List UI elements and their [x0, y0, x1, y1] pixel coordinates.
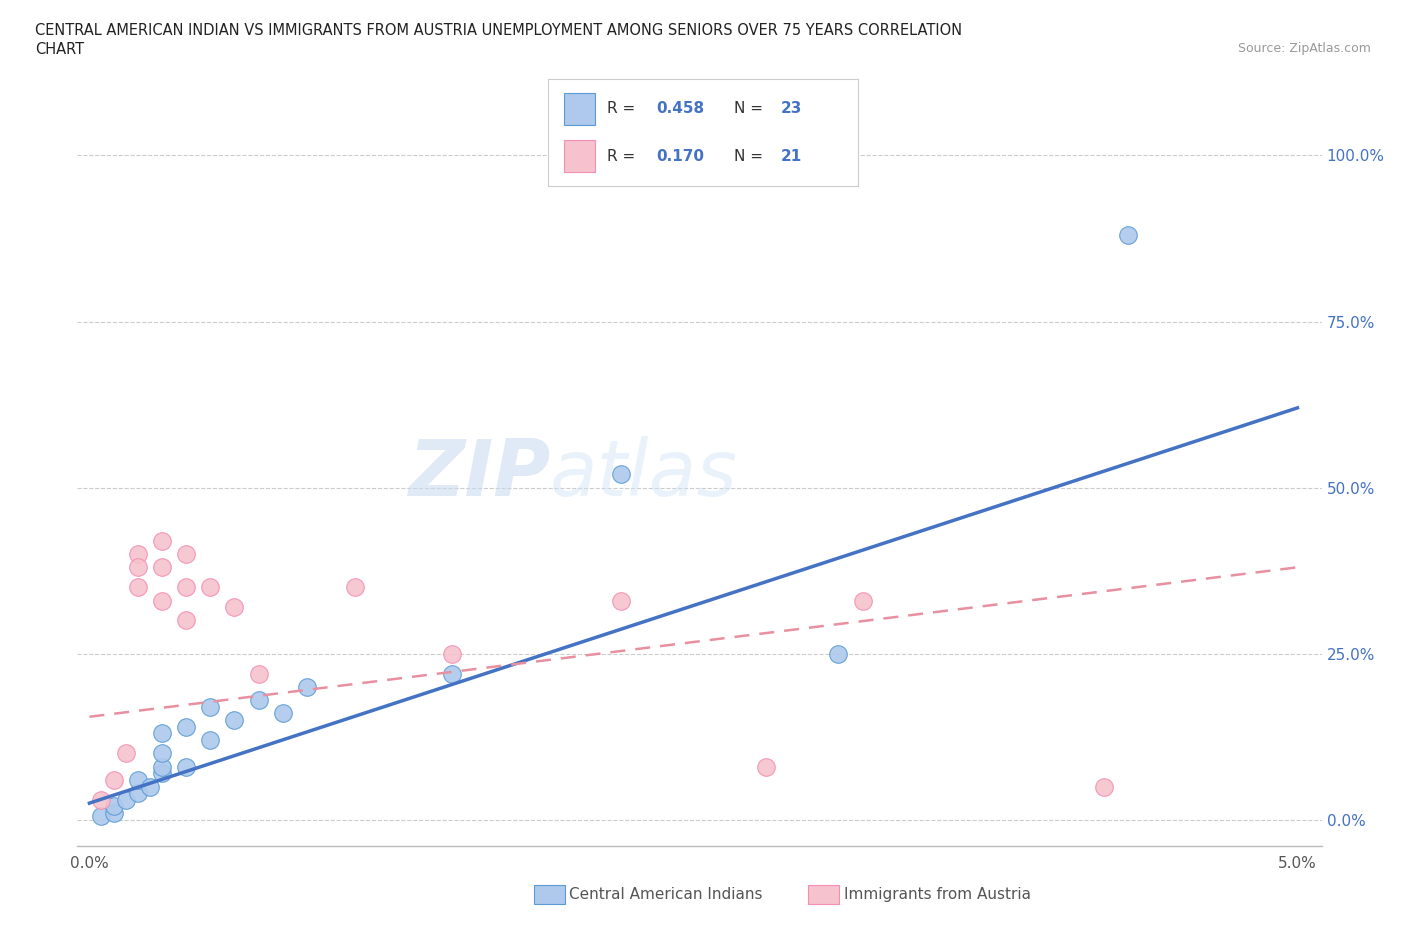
- Point: [103, 805, 125, 820]
- Point: [224, 600, 246, 615]
- Point: [755, 759, 778, 774]
- Text: Central American Indians: Central American Indians: [569, 887, 763, 902]
- Point: [440, 646, 463, 661]
- Point: [90, 809, 112, 824]
- Point: [150, 746, 173, 761]
- Text: Immigrants from Austria: Immigrants from Austria: [844, 887, 1031, 902]
- Bar: [564, 93, 595, 125]
- Point: [827, 646, 849, 661]
- Text: 23: 23: [780, 101, 801, 116]
- Point: [150, 759, 173, 774]
- Text: ZIP: ZIP: [408, 436, 550, 512]
- Point: [90, 792, 112, 807]
- Point: [139, 779, 162, 794]
- Point: [224, 712, 246, 727]
- Point: [114, 746, 136, 761]
- Point: [150, 765, 173, 780]
- Point: [127, 786, 149, 801]
- Point: [174, 759, 197, 774]
- Bar: [564, 140, 595, 172]
- Point: [174, 613, 197, 628]
- Text: Source: ZipAtlas.com: Source: ZipAtlas.com: [1237, 42, 1371, 55]
- Point: [103, 773, 125, 788]
- Text: 0.170: 0.170: [657, 149, 704, 164]
- Text: 21: 21: [780, 149, 801, 164]
- Point: [247, 666, 270, 681]
- Point: [150, 560, 173, 575]
- Point: [610, 467, 633, 482]
- Text: atlas: atlas: [550, 436, 738, 512]
- Point: [127, 773, 149, 788]
- Point: [127, 547, 149, 562]
- Text: N =: N =: [734, 149, 763, 164]
- Point: [200, 699, 222, 714]
- Point: [150, 593, 173, 608]
- Text: CENTRAL AMERICAN INDIAN VS IMMIGRANTS FROM AUSTRIA UNEMPLOYMENT AMONG SENIORS OV: CENTRAL AMERICAN INDIAN VS IMMIGRANTS FR…: [35, 23, 962, 38]
- Point: [295, 680, 318, 695]
- Point: [1092, 779, 1115, 794]
- Point: [150, 533, 173, 548]
- Point: [271, 706, 294, 721]
- Point: [127, 579, 149, 594]
- Point: [114, 792, 136, 807]
- Text: R =: R =: [607, 101, 636, 116]
- Text: 0.458: 0.458: [657, 101, 704, 116]
- Point: [200, 733, 222, 748]
- Text: N =: N =: [734, 101, 763, 116]
- Point: [1118, 228, 1140, 243]
- Point: [610, 593, 633, 608]
- Point: [150, 726, 173, 741]
- Point: [344, 579, 367, 594]
- Point: [103, 799, 125, 814]
- Point: [174, 547, 197, 562]
- Point: [200, 579, 222, 594]
- Point: [174, 719, 197, 734]
- Point: [851, 593, 873, 608]
- Text: CHART: CHART: [35, 42, 84, 57]
- Point: [127, 560, 149, 575]
- Text: R =: R =: [607, 149, 636, 164]
- Point: [174, 579, 197, 594]
- Point: [440, 666, 463, 681]
- Point: [247, 693, 270, 708]
